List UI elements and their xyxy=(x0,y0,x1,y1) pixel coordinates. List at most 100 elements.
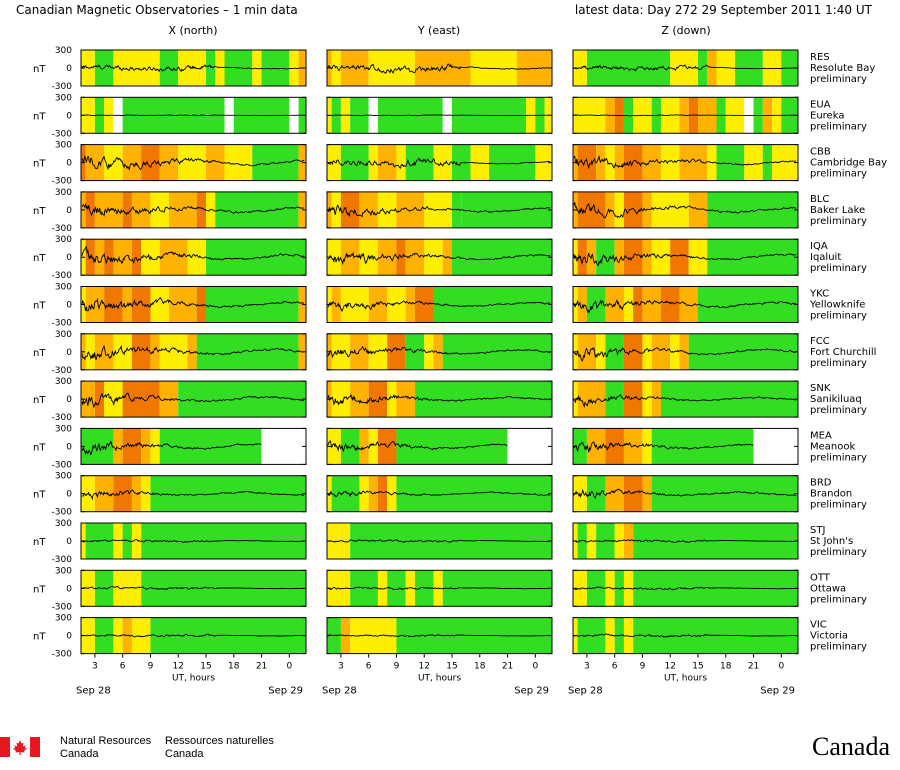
y-tick-label: -300 xyxy=(52,129,73,139)
y-tick-label: -300 xyxy=(52,177,73,187)
activity-band xyxy=(651,191,689,228)
activity-band xyxy=(405,286,415,323)
activity-band xyxy=(331,381,351,418)
activity-band xyxy=(716,144,745,181)
activity-band xyxy=(605,570,615,607)
data-trace xyxy=(573,539,797,543)
activity-band xyxy=(414,381,552,418)
data-trace xyxy=(81,392,305,409)
nrcan-french-line2: Canada xyxy=(165,748,204,760)
y-unit-label: nT xyxy=(33,64,46,75)
observatory-status: preliminary xyxy=(810,547,867,558)
data-trace xyxy=(327,586,551,591)
activity-band xyxy=(113,239,132,276)
column-label-z: Z (down) xyxy=(661,24,710,37)
activity-band xyxy=(206,286,299,323)
data-trace xyxy=(81,245,305,265)
activity-band xyxy=(331,475,360,512)
y-tick-label: 300 xyxy=(55,330,72,340)
activity-band xyxy=(327,239,341,276)
activity-band xyxy=(113,428,123,465)
activity-band xyxy=(623,191,643,228)
observatory-name: Sanikiluaq xyxy=(810,394,862,405)
y-tick-label: -300 xyxy=(52,271,73,281)
x-tick-label: 0 xyxy=(286,662,292,672)
y-tick-label: -300 xyxy=(52,224,73,234)
activity-band xyxy=(387,475,397,512)
observatory-name: Resolute Bay xyxy=(810,63,875,74)
y-tick-label: -300 xyxy=(52,413,73,423)
activity-band xyxy=(113,50,160,86)
y-tick-label: 0 xyxy=(66,111,72,121)
observatory-name: Cambridge Bay xyxy=(810,158,887,169)
observatory-name: Iqaluit xyxy=(810,252,841,263)
activity-band xyxy=(261,428,306,465)
activity-band xyxy=(707,50,717,86)
observatory-code: VIC xyxy=(810,620,827,631)
x-tick-label: 12 xyxy=(418,662,429,672)
observatory-status: preliminary xyxy=(810,594,867,605)
data-trace xyxy=(81,297,305,312)
activity-band xyxy=(577,523,587,559)
activity-band xyxy=(614,239,624,276)
activity-band xyxy=(623,286,634,323)
y-unit-label: nT xyxy=(33,348,46,359)
observatory-status: preliminary xyxy=(810,169,867,180)
activity-band xyxy=(660,286,680,323)
y-unit-label: nT xyxy=(33,632,46,643)
activity-band xyxy=(340,428,360,465)
x-tick-label: 21 xyxy=(748,662,759,672)
activity-band xyxy=(573,570,587,607)
activity-band xyxy=(206,144,225,181)
nrcan-signature: Natural Resources Canada Ressources natu… xyxy=(0,733,320,763)
observatory-code: BLC xyxy=(810,194,829,205)
observatory-code: YKC xyxy=(809,289,829,300)
activity-band xyxy=(150,333,160,370)
data-trace xyxy=(81,440,262,456)
y-unit-label: nT xyxy=(33,442,46,453)
observatory-status: preliminary xyxy=(810,74,867,85)
activity-band xyxy=(327,428,341,465)
x-tick-label: 6 xyxy=(120,662,126,672)
observatory-status: preliminary xyxy=(810,642,867,653)
activity-band xyxy=(85,286,105,323)
activity-band xyxy=(577,333,597,370)
observatory-name: Victoria xyxy=(810,631,848,642)
activity-band xyxy=(688,191,708,228)
x-axis-group: 3 6 9 12 15 18 21 0 UT, hours Sep 28 Sep 29 3 6 9 12 15… xyxy=(76,653,795,697)
activity-band xyxy=(586,570,606,607)
y-tick-label: -300 xyxy=(52,319,73,329)
activity-band xyxy=(359,428,369,465)
activity-band xyxy=(113,570,142,607)
activity-band xyxy=(159,333,188,370)
observatory-code: CBB xyxy=(810,147,831,158)
activity-band xyxy=(131,617,151,654)
activity-band xyxy=(573,428,587,465)
x-tick-label: 12 xyxy=(172,662,183,672)
y-tick-label: 0 xyxy=(66,64,72,74)
activity-band xyxy=(85,191,95,228)
activity-band xyxy=(642,333,652,370)
y-tick-label: 0 xyxy=(66,348,72,358)
observatory-code: SNK xyxy=(810,383,831,394)
activity-band xyxy=(122,523,132,559)
observatory-code: OTT xyxy=(810,572,831,583)
activity-band xyxy=(206,191,216,228)
data-trace xyxy=(327,539,551,543)
activity-band xyxy=(623,144,643,181)
x-tick-label: 21 xyxy=(256,662,267,672)
activity-band xyxy=(261,50,290,86)
activity-band xyxy=(94,381,105,418)
x-tick-label: 12 xyxy=(664,662,675,672)
x-tick-label: 18 xyxy=(228,662,240,672)
activity-band xyxy=(605,428,624,465)
data-trace xyxy=(327,251,551,266)
x-tick-label: 18 xyxy=(720,662,732,672)
observatory-status: preliminary xyxy=(810,358,867,369)
activity-band xyxy=(377,428,397,465)
y-unit-label: nT xyxy=(33,206,46,217)
data-trace xyxy=(81,585,305,591)
activity-band xyxy=(433,333,443,370)
y-tick-label: 300 xyxy=(55,614,72,624)
data-trace xyxy=(327,393,551,406)
